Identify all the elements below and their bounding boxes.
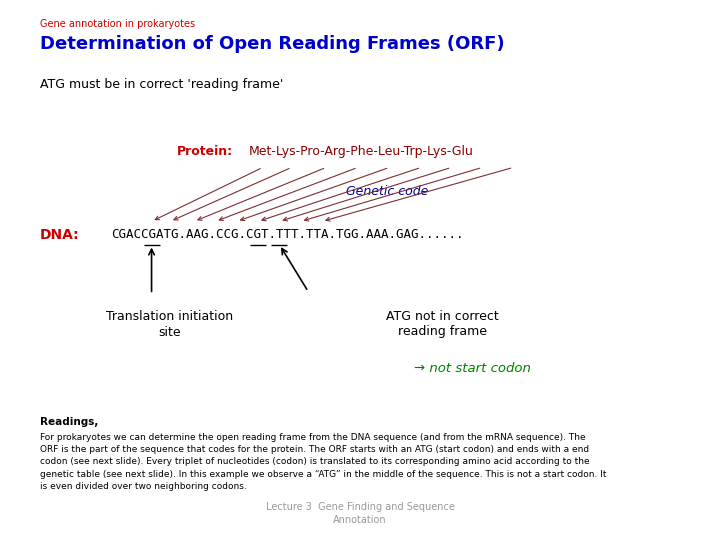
Text: ATG must be in correct 'reading frame': ATG must be in correct 'reading frame'	[40, 78, 283, 91]
Text: Genetic code: Genetic code	[346, 185, 428, 198]
Text: Translation initiation
site: Translation initiation site	[106, 310, 233, 339]
Text: DNA:: DNA:	[40, 228, 79, 242]
Text: → not start codon: → not start codon	[414, 362, 531, 375]
Text: Protein:: Protein:	[176, 145, 233, 158]
Text: Lecture 3  Gene Finding and Sequence
Annotation: Lecture 3 Gene Finding and Sequence Anno…	[266, 503, 454, 525]
Text: Readings,: Readings,	[40, 417, 98, 427]
Text: Met-Lys-Pro-Arg-Phe-Leu-Trp-Lys-Glu: Met-Lys-Pro-Arg-Phe-Leu-Trp-Lys-Glu	[248, 145, 473, 158]
Text: Determination of Open Reading Frames (ORF): Determination of Open Reading Frames (OR…	[40, 35, 504, 53]
Text: ATG not in correct
reading frame: ATG not in correct reading frame	[387, 310, 499, 339]
Text: For prokaryotes we can determine the open reading frame from the DNA sequence (a: For prokaryotes we can determine the ope…	[40, 433, 606, 491]
Text: CGACCGATG.AAG.CCG.CGT.TTT.TTA.TGG.AAA.GAG......: CGACCGATG.AAG.CCG.CGT.TTT.TTA.TGG.AAA.GA…	[112, 228, 464, 241]
Text: Gene annotation in prokaryotes: Gene annotation in prokaryotes	[40, 19, 194, 29]
